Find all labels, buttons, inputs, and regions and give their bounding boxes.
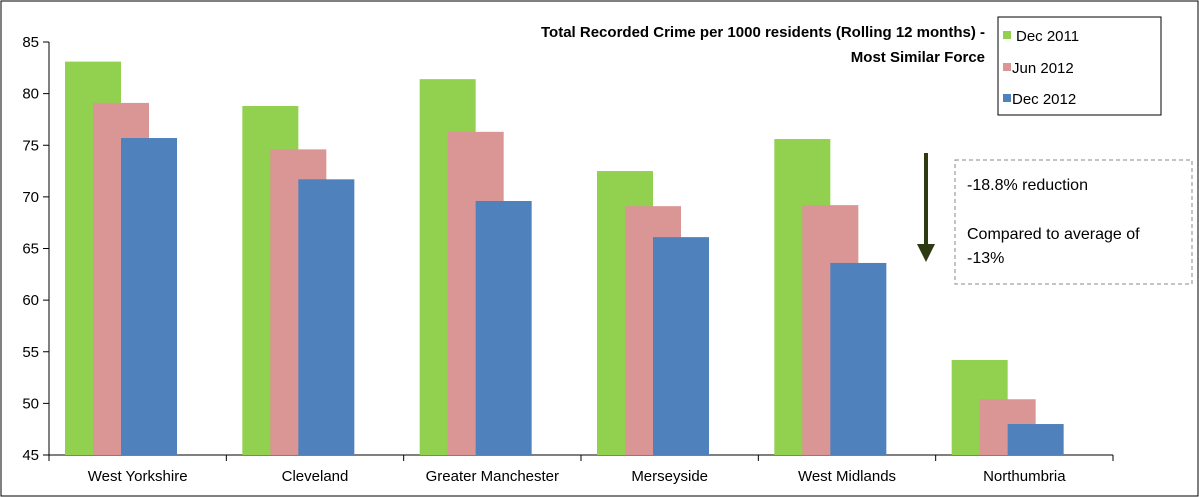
bar-dec-2012-west-midlands bbox=[830, 262, 887, 455]
plot-area: 45 50 55 60 65 70 75 80 85 West Yorkshire Clevelan… bbox=[22, 34, 1114, 485]
annotation-average: -13% bbox=[967, 250, 1004, 267]
legend: Dec 2011 Jun 2012 Dec 2012 bbox=[997, 16, 1162, 116]
y-tick-label: 65 bbox=[22, 241, 39, 258]
chart-title-line1: Total Recorded Crime per 1000 residents … bbox=[541, 24, 985, 41]
y-tick-label: 55 bbox=[22, 344, 39, 361]
annotation-compared: Compared to average of bbox=[967, 226, 1140, 243]
legend-label-dec-2011: Dec 2011 bbox=[1016, 28, 1079, 45]
bar-dec-2012-greater-manchester bbox=[475, 201, 532, 455]
bar-dec-2012-merseyside bbox=[653, 237, 709, 455]
legend-box bbox=[997, 16, 1162, 116]
y-tick-label: 50 bbox=[22, 395, 39, 412]
annotation-border bbox=[954, 159, 1193, 285]
y-tick-label: 75 bbox=[22, 137, 39, 154]
bar-dec-2012-cleveland bbox=[298, 179, 355, 455]
x-category-label: West Yorkshire bbox=[88, 468, 188, 485]
legend-swatch-dec-2012 bbox=[1003, 94, 1011, 102]
bar-dec-2012-northumbria bbox=[1007, 424, 1064, 455]
x-category-label: Northumbria bbox=[983, 468, 1066, 485]
y-tick-label: 85 bbox=[22, 34, 39, 51]
reduction-arrow bbox=[917, 153, 935, 262]
legend-label-jun-2012: Jun 2012 bbox=[1012, 60, 1074, 77]
bar-dec-2012-west-yorkshire bbox=[121, 138, 177, 455]
arrow-head bbox=[917, 244, 935, 262]
x-category-label: West Midlands bbox=[798, 468, 896, 485]
annotation-reduction: -18.8% reduction bbox=[967, 177, 1088, 194]
x-category-label: Cleveland bbox=[282, 468, 349, 485]
legend-swatch-jun-2012 bbox=[1003, 63, 1011, 71]
y-tick-label: 60 bbox=[22, 292, 39, 309]
x-category-label: Greater Manchester bbox=[426, 468, 559, 485]
y-tick-label: 70 bbox=[22, 189, 39, 206]
legend-label-dec-2012: Dec 2012 bbox=[1012, 91, 1076, 108]
x-category-label: Merseyside bbox=[631, 468, 708, 485]
y-tick-label: 45 bbox=[22, 447, 39, 464]
chart-title-line2: Most Similar Force bbox=[851, 49, 985, 66]
y-tick-label: 80 bbox=[22, 86, 39, 103]
annotation-box: -18.8% reduction Compared to average of … bbox=[954, 159, 1193, 285]
legend-swatch-dec-2011 bbox=[1003, 31, 1011, 39]
